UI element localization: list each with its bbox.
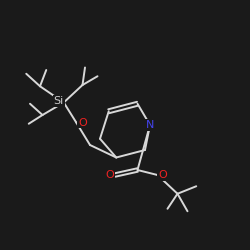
Text: O: O bbox=[78, 118, 87, 128]
Text: O: O bbox=[106, 170, 114, 180]
Text: Si: Si bbox=[54, 96, 64, 106]
Text: O: O bbox=[158, 170, 167, 180]
Text: N: N bbox=[146, 120, 154, 130]
